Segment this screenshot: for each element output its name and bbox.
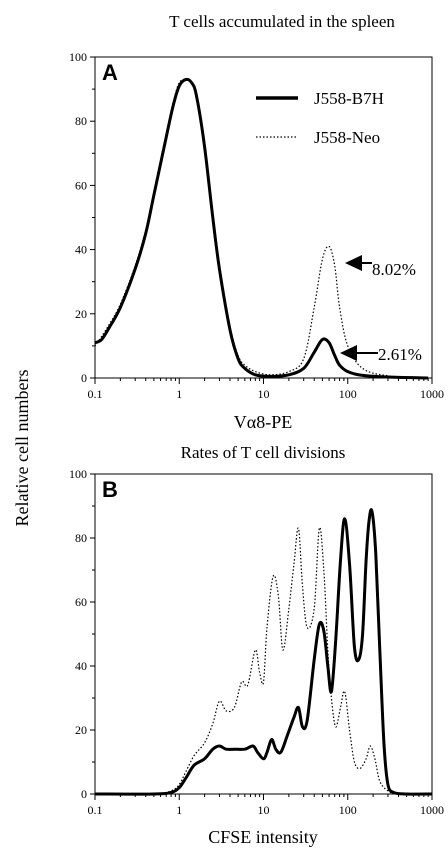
panel-b-y-tick-label: 40: [75, 659, 87, 673]
panel-b-y-tick-label: 100: [69, 467, 87, 481]
panel-a-y-tick-label: 60: [75, 178, 87, 192]
panel-b-y-tick-label: 80: [75, 531, 87, 545]
legend-label-j558-b7h: J558-B7H: [314, 89, 384, 108]
panel-b-x-tick-label: 1000: [420, 803, 444, 817]
panel-a-x-axis-label: Vα8-PE: [234, 412, 292, 432]
panel-b-y-tick-label: 20: [75, 723, 87, 737]
panel-b-title: Rates of T cell divisions: [181, 443, 346, 462]
panel-a-y-tick-label: 80: [75, 114, 87, 128]
panel-b-x-axis-label: CFSE intensity: [208, 827, 318, 847]
panel-a-series-j558-neo-line: [94, 78, 429, 379]
panel-b-y-tick-label: 0: [81, 787, 87, 801]
panel-a-x-tick-label: 0.1: [88, 387, 103, 401]
panel-b-series-j558-b7h-line: [94, 508, 433, 796]
panel-b-plot-frame: [94, 473, 433, 795]
annotation-2-61-label: 2.61%: [378, 345, 422, 364]
panel-b-x-tick-label: 10: [258, 803, 270, 817]
panel-b-x-tick-label: 1: [176, 803, 182, 817]
annotation-8-02-percent: 8.02%: [345, 255, 416, 279]
panel-a-y-tick-label: 100: [69, 50, 87, 64]
panel-a-x-tick-label: 1000: [420, 387, 444, 401]
panel-b-label: B: [102, 477, 118, 502]
legend-label-j558-neo: J558-Neo: [314, 128, 380, 147]
panel-a-label: A: [102, 60, 118, 85]
panel-a-series-j558-b7h-line: [94, 77, 429, 380]
panel-b-chart: Rates of T cell divisions 0 20 40 60 80 100 0.…: [69, 443, 444, 847]
annotation-8-02-label: 8.02%: [372, 260, 416, 279]
panel-a-legend: J558-B7H J558-Neo: [256, 89, 384, 147]
panel-b-series-j558-neo-line: [94, 526, 433, 795]
shared-y-axis-label: Relative cell numbers: [12, 370, 32, 527]
panel-a-x-tick-label: 1: [176, 387, 182, 401]
panel-a-y-tick-label: 40: [75, 243, 87, 257]
panel-b-y-tick-label: 60: [75, 595, 87, 609]
panel-a-y-tick-label: 20: [75, 307, 87, 321]
panel-a-title: T cells accumulated in the spleen: [169, 12, 395, 31]
panel-a-x-tick-label: 10: [258, 387, 270, 401]
annotation-2-61-percent: 2.61%: [340, 345, 422, 364]
panel-a-x-tick-label: 100: [339, 387, 357, 401]
panel-b-x-tick-label: 100: [339, 803, 357, 817]
panel-a-chart: T cells accumulated in the spleen 0 20 40 6…: [69, 12, 444, 432]
panel-b-x-tick-label: 0.1: [88, 803, 103, 817]
panel-a-y-tick-label: 0: [81, 371, 87, 385]
